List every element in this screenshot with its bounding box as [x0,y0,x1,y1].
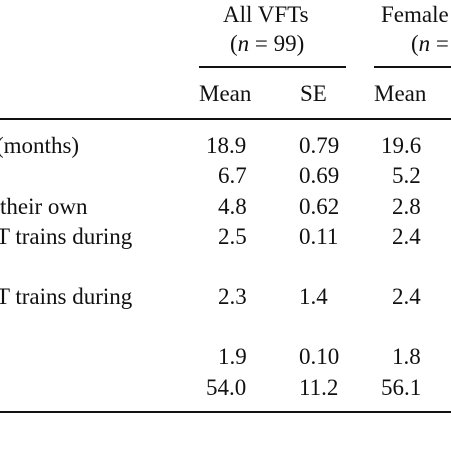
n-variable: n [237,31,250,56]
cell-mean-female: 19.6 [381,133,422,158]
cell-mean-female: 56.1 [381,375,422,400]
cell-mean: 54.0 [206,375,247,400]
cell-mean: 4.8 [218,194,247,219]
cell-mean: 2.5 [218,224,247,249]
cell-mean: 2.3 [218,284,247,309]
cell-se: 0.79 [299,133,340,158]
cell-mean-female: 2.4 [392,284,421,309]
cell-se: 0.62 [299,194,340,219]
n-value: = 99) [249,31,305,56]
group-rule-all-vfts [199,66,346,68]
column-header-se: SE [300,81,327,106]
n-open-paren: ( [230,31,238,56]
column-header-mean: Mean [199,81,252,106]
cell-mean: 1.9 [218,344,247,369]
cell-se: 11.2 [299,375,339,400]
group-title-female: Female [381,2,449,27]
cell-mean-female: 2.4 [392,224,421,249]
n-open-paren: ( [411,31,419,56]
cell-mean-female: 1.8 [392,344,421,369]
row-label: their own [0,194,88,219]
group-n-female: (n = [411,32,449,55]
n-variable: n [418,31,431,56]
header-rule [0,118,451,120]
cell-se: 0.11 [299,224,339,249]
row-label: T trains during [0,224,133,249]
row-label: (months) [0,133,80,158]
cell-mean-female: 5.2 [392,163,421,188]
cell-mean: 18.9 [206,133,247,158]
column-header-mean-female: Mean [374,81,427,106]
group-title-all-vfts: All VFTs [223,2,309,27]
n-value: = [430,31,449,56]
cell-se: 0.10 [299,344,340,369]
cell-se: 1.4 [299,284,328,309]
group-rule-female [374,66,451,68]
table-bottom-rule [0,411,451,413]
group-n-all-vfts: (n = 99) [230,32,304,55]
cell-mean-female: 2.8 [392,194,421,219]
cell-mean: 6.7 [218,163,247,188]
row-label: T trains during [0,284,133,309]
cell-se: 0.69 [299,163,340,188]
